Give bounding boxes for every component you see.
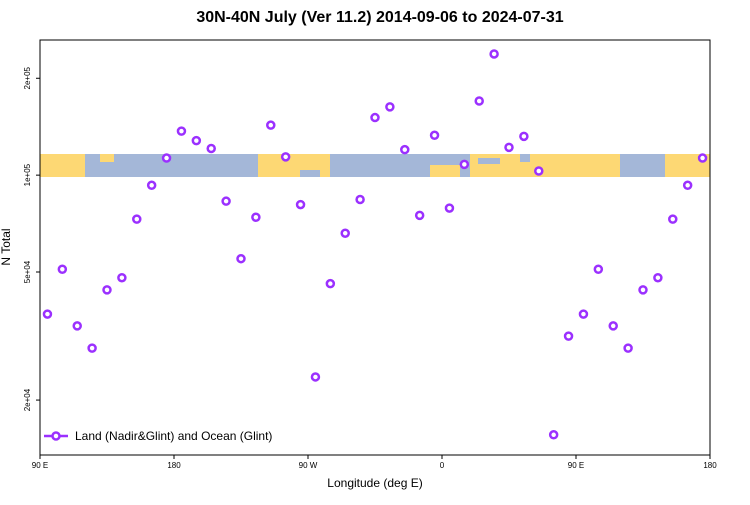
- legend-marker: [51, 431, 61, 441]
- data-point: [132, 214, 142, 224]
- data-point: [608, 321, 618, 331]
- y-tick-label: 1e+05: [23, 163, 32, 186]
- x-axis-label: Longitude (deg E): [327, 476, 422, 490]
- data-point: [563, 331, 574, 341]
- data-point: [429, 130, 440, 141]
- x-tick-label: 180: [703, 461, 717, 470]
- data-point: [161, 153, 172, 163]
- x-tick-label: 90 E: [32, 461, 48, 470]
- data-point: [236, 253, 246, 264]
- legend-label: Land (Nadir&Glint) and Ocean (Glint): [75, 429, 272, 443]
- data-point: [191, 135, 202, 146]
- data-point: [57, 264, 68, 274]
- data-point: [489, 49, 499, 59]
- x-tick-label: 90 W: [299, 461, 318, 470]
- world-map-strip: [40, 154, 710, 177]
- data-point: [400, 144, 410, 155]
- chart-title: 30N-40N July (Ver 11.2) 2014-09-06 to 20…: [196, 9, 563, 26]
- data-point: [593, 264, 604, 274]
- x-tick-label: 90 E: [568, 461, 584, 470]
- data-point: [206, 143, 216, 154]
- data-point: [668, 214, 678, 224]
- data-point: [280, 152, 291, 162]
- data-point: [519, 131, 529, 142]
- data-point: [325, 278, 336, 289]
- data-point: [87, 343, 97, 353]
- data-point: [102, 285, 112, 295]
- data-point: [370, 112, 380, 123]
- y-tick-label: 5e+04: [23, 260, 32, 283]
- data-point: [176, 126, 187, 136]
- x-tick-label: 180: [167, 461, 181, 470]
- data-point: [310, 372, 321, 382]
- data-point: [459, 159, 470, 170]
- data-point: [504, 142, 514, 153]
- y-tick-label: 2e+05: [23, 66, 32, 89]
- x-tick-label: 0: [440, 461, 445, 470]
- data-point: [146, 180, 157, 191]
- data-point: [385, 102, 395, 112]
- data-point: [355, 194, 365, 205]
- data-point: [266, 120, 276, 130]
- data-point: [578, 309, 589, 319]
- data-point: [251, 212, 261, 222]
- data-point: [414, 210, 425, 221]
- data-point: [72, 321, 82, 331]
- y-axis-label: N Total: [0, 228, 13, 265]
- data-point: [653, 272, 663, 283]
- data-point: [295, 199, 306, 210]
- data-point: [534, 166, 544, 176]
- data-point: [444, 203, 455, 213]
- data-point: [340, 228, 350, 238]
- data-point: [638, 285, 648, 295]
- data-point: [548, 430, 559, 440]
- data-point: [682, 180, 693, 191]
- data-point: [623, 343, 633, 353]
- data-point: [697, 153, 708, 163]
- data-point: [42, 309, 53, 319]
- plot-frame: [39, 39, 711, 456]
- data-point: [117, 272, 127, 283]
- data-point: [221, 196, 231, 206]
- y-tick-label: 2e+04: [23, 388, 32, 411]
- data-point: [474, 96, 484, 106]
